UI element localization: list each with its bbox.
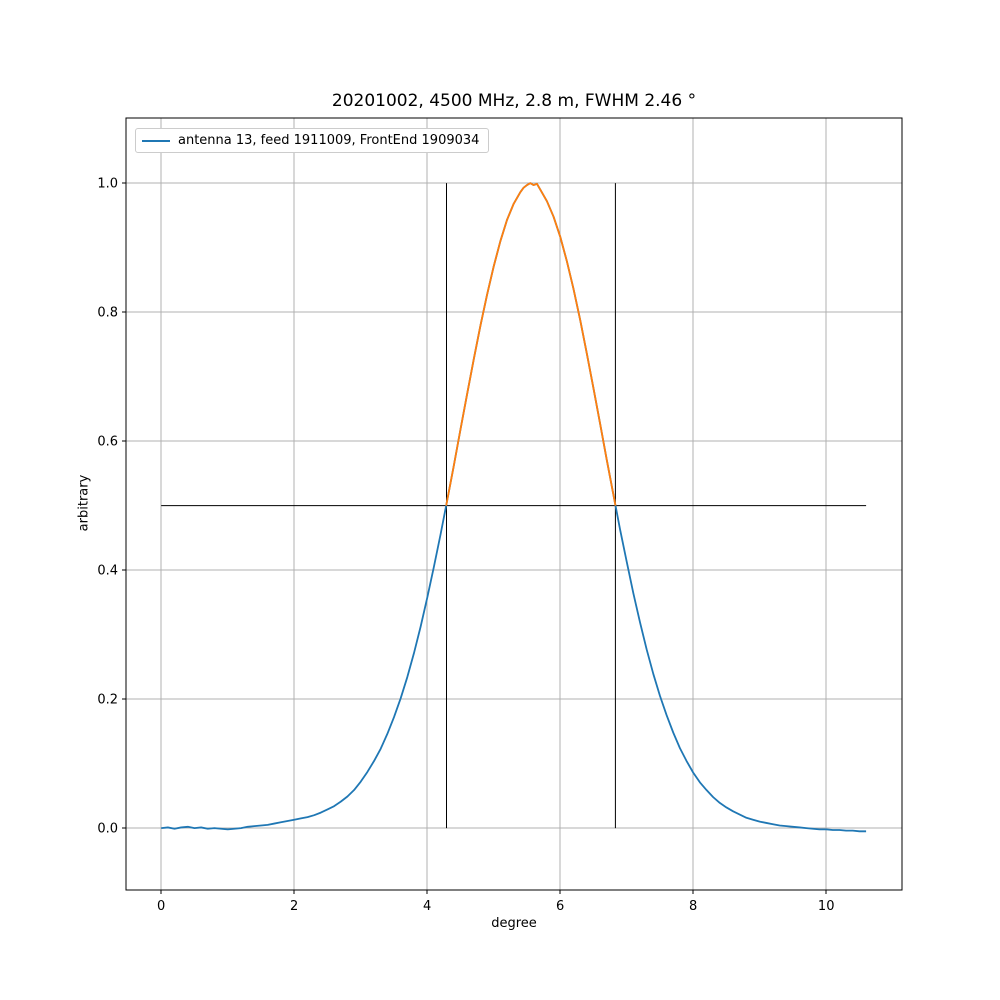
y-tick-label-0.8: 0.8	[97, 306, 118, 321]
legend-line-sample	[142, 139, 170, 142]
plot-title: 20201002, 4500 MHz, 2.8 m, FWHM 2.46 °	[331, 91, 697, 111]
legend-label: antenna 13, feed 1911009, FrontEnd 19090…	[178, 133, 480, 148]
y-tick-label-1.0: 1.0	[97, 177, 118, 192]
y-tick-label-0.2: 0.2	[97, 693, 118, 708]
y-tick-label-0.0: 0.0	[97, 822, 118, 837]
y-tick-label-0.4: 0.4	[97, 564, 118, 579]
beam-curve	[161, 182, 867, 833]
axes-frame	[125, 117, 903, 891]
x-tick-label-6: 6	[556, 899, 564, 914]
y-axis-label: arbitrary	[76, 474, 92, 532]
beam-curve-halfpower-highlight	[445, 182, 617, 506]
legend: antenna 13, feed 1911009, FrontEnd 19090…	[135, 128, 490, 153]
y-tick-label-0.6: 0.6	[97, 435, 118, 450]
x-tick-label-4: 4	[423, 899, 431, 914]
x-tick-label-10: 10	[818, 899, 835, 914]
x-tick-label-8: 8	[689, 899, 697, 914]
x-axis-label: degree	[491, 916, 537, 931]
x-tick-label-0: 0	[157, 899, 165, 914]
x-tick-label-2: 2	[290, 899, 298, 914]
